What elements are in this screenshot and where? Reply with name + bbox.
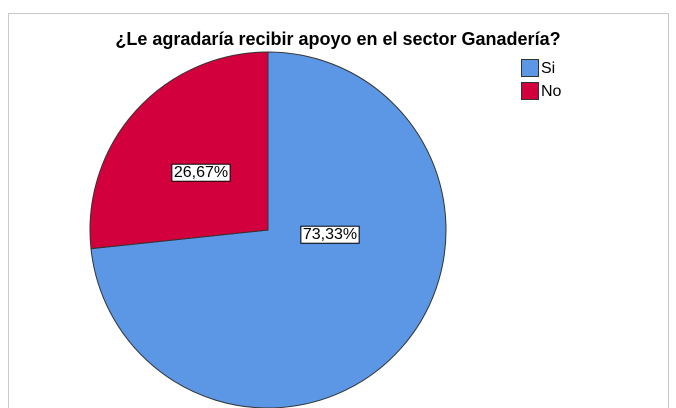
legend-swatch bbox=[521, 82, 539, 100]
pie-slice bbox=[89, 51, 269, 250]
value-label: 26,67% bbox=[174, 164, 228, 181]
legend-swatch bbox=[521, 59, 539, 77]
value-label: 73,33% bbox=[303, 226, 357, 243]
legend-label: Si bbox=[541, 60, 555, 77]
value-label-box bbox=[300, 225, 360, 244]
chart-title: ¿Le agradaría recibir apoyo en el sector… bbox=[115, 29, 560, 49]
value-label-box bbox=[171, 163, 231, 182]
legend-label: No bbox=[541, 83, 562, 100]
